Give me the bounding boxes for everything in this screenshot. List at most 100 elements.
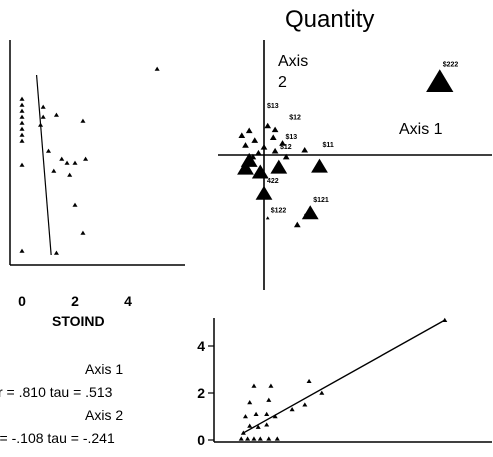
axis1-stat-values: r = .810 tau = .513 [0, 384, 113, 400]
ordination-point [301, 205, 319, 220]
stoind-point [154, 66, 160, 71]
axis1-scatter-point [306, 378, 312, 384]
stoind-point [53, 250, 59, 255]
axis1-scatter-point [247, 400, 253, 405]
axis1-scatter-point [266, 397, 272, 402]
stoind-x-ticks: 0 2 4 [18, 293, 132, 309]
ordination-point [311, 158, 328, 173]
ordination-point [251, 137, 259, 143]
stoind-point [19, 108, 25, 113]
stoind-point [45, 148, 52, 153]
ordination-title: Quantity [285, 6, 374, 33]
ordination-point [260, 144, 268, 150]
ordination-plot: Quantity Axis 1 Axis 2 $222 $121 $122 422 $1… [218, 6, 492, 290]
axis1-scatter-points [238, 317, 448, 441]
ordination-point [269, 134, 277, 140]
axis1-scatter-point [268, 383, 274, 388]
ordination-point [282, 153, 290, 160]
axis2-stat-values: r = -.108 tau = -.241 [0, 430, 115, 446]
ordination-point [238, 132, 246, 138]
axis1-scatter-point [266, 436, 272, 441]
ordination-point [240, 152, 258, 167]
stoind-point [80, 230, 86, 235]
stoind-point [19, 114, 25, 119]
axis1-scatter-point [264, 411, 270, 416]
ordination-point-label: $222 [443, 61, 459, 68]
ordination-point [279, 140, 286, 146]
ordination-point-label: $11 [323, 142, 334, 149]
ordination-point [265, 216, 270, 220]
axis1-scatter-point [253, 411, 259, 416]
axis1-stat-title: Axis 1 [85, 361, 123, 377]
stoind-point [19, 138, 25, 143]
axis1-scatter-y-ticks: 0 2 4 [197, 338, 214, 448]
axis2-label-line1: Axis [278, 53, 308, 70]
ordination-point [249, 153, 257, 160]
axis1-scatter-point [242, 414, 248, 419]
ordination-point [426, 69, 454, 92]
stoind-fit-line [35, 74, 52, 256]
axis1-scatter-y-tick: 2 [197, 385, 205, 401]
axis1-scatter-point [247, 423, 253, 428]
ordination-point [270, 159, 288, 174]
axis1-scatter-point [245, 436, 251, 441]
axis1-scatter-point [251, 383, 257, 388]
stoind-point [40, 104, 46, 109]
stoind-point [19, 96, 25, 101]
stoind-point [83, 156, 89, 161]
axis1-scatter-fit-line [243, 319, 446, 434]
ordination-point [251, 164, 269, 179]
axis1-scatter-y-tick: 4 [197, 338, 205, 354]
stoind-x-tick: 0 [18, 293, 26, 309]
stoind-point [80, 118, 86, 123]
axis1-scatter-point [289, 407, 295, 412]
axis2-label-line2: 2 [278, 74, 287, 91]
stoind-x-tick: 4 [124, 293, 132, 309]
stoind-x-tick: 2 [71, 293, 79, 309]
ordination-point-label: $121 [313, 197, 329, 204]
axis1-scatter-y-tick: 0 [197, 432, 205, 448]
ordination-point-label: $12 [289, 115, 301, 122]
stoind-point [19, 126, 25, 131]
ordination-point [242, 142, 249, 148]
ordination-point [255, 149, 262, 156]
axis1-scatter-plot: 0 2 4 [197, 317, 492, 448]
ordination-point [245, 127, 253, 134]
stoind-point [72, 160, 78, 165]
stoind-point [19, 162, 25, 167]
ordination-point [255, 185, 273, 200]
ordination-point-label: $122 [271, 207, 287, 214]
axis1-scatter-point [257, 436, 263, 441]
ordination-point [301, 146, 309, 153]
stoind-point [72, 202, 78, 207]
axis1-scatter-point [255, 424, 261, 429]
ordination-point-label: $12 [280, 144, 292, 151]
axis2-stat-title: Axis 2 [85, 407, 123, 423]
axis1-scatter-point [251, 436, 257, 441]
stoind-point [64, 160, 70, 165]
ordination-point-label: $13 [286, 134, 298, 141]
axis1-scatter-point [274, 436, 280, 441]
ordination-point [271, 147, 279, 154]
stoind-point [67, 172, 73, 177]
stoind-points [19, 66, 160, 255]
ordination-point-label: $13 [267, 103, 279, 110]
stoind-x-label: STOIND [52, 313, 105, 329]
ordination-point [271, 126, 279, 133]
ordination-point [237, 160, 254, 175]
ordination-point [293, 221, 301, 228]
ordination-point-label: $21 [304, 214, 316, 221]
stoind-point [19, 102, 25, 107]
stoind-point [19, 120, 25, 125]
ordination-point [264, 122, 272, 129]
axis1-scatter-point [302, 402, 308, 407]
stoind-point [53, 112, 59, 117]
stoind-point [51, 168, 57, 173]
axis1-scatter-point [272, 414, 278, 419]
correlation-stats: Axis 1 r = .810 tau = .513 Axis 2 r = -.… [0, 361, 123, 446]
stoind-point [19, 132, 25, 137]
axis1-scatter-point [319, 390, 325, 395]
stoind-point [59, 156, 65, 161]
stoind-plot: 0 2 4 STOIND [9, 40, 185, 329]
